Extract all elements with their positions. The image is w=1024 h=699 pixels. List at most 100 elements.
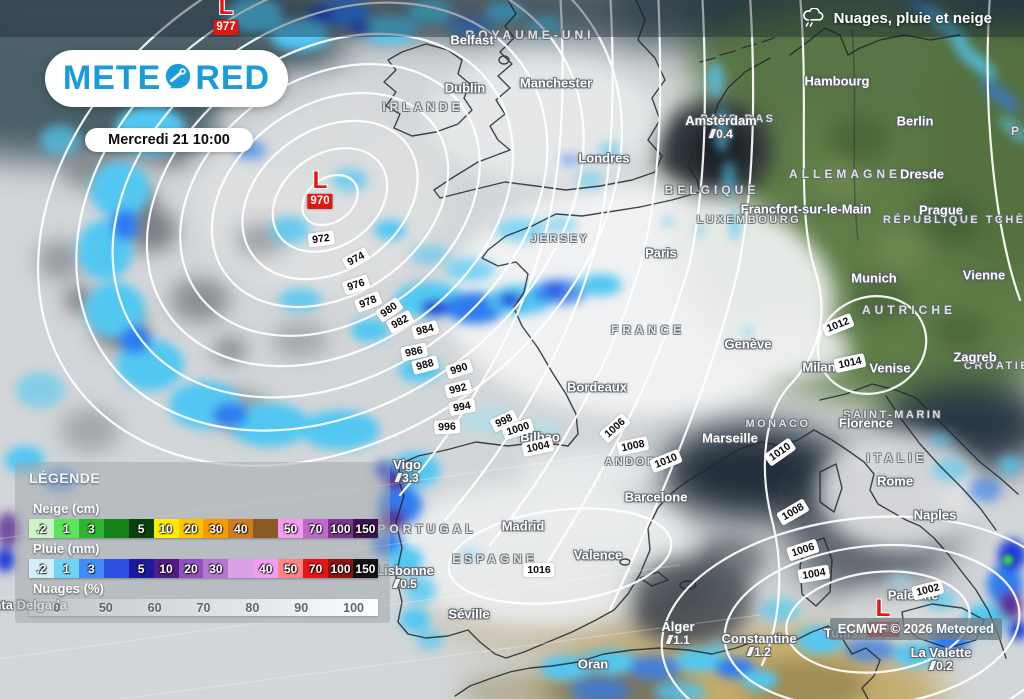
- isobar-value-label: 974: [341, 246, 371, 272]
- region-label: SAINT-MARIN: [843, 409, 943, 421]
- city-label: Constantine///1.2: [721, 631, 797, 659]
- isobar-value-label: 976: [341, 274, 371, 296]
- isobar-value-label: 996: [433, 419, 461, 435]
- legend-cell-rain: [103, 559, 129, 578]
- region-label: RÉPUBLIQUE TCHÈQUE: [883, 214, 1024, 226]
- legend-cell-rain: 20: [178, 559, 204, 578]
- clouds-tick: 80: [245, 600, 260, 615]
- isobar-value-label: 994: [448, 397, 476, 417]
- region-label: PAYS-BAS: [700, 113, 776, 125]
- precip-amount: ///0.2: [929, 659, 953, 673]
- legend-cell-snow: 50: [278, 519, 304, 538]
- precip-slashes-icon: ///: [395, 471, 401, 485]
- legend-cell-rain: 3: [78, 559, 104, 578]
- city-label: Hambourg: [804, 73, 870, 89]
- isobar-value-label: 1006: [785, 538, 821, 562]
- datetime-pill[interactable]: Mercredi 21 10:00: [85, 128, 253, 152]
- region-label: ROYAUME-UNI: [465, 28, 595, 42]
- legend-title: LÉGENDE: [29, 470, 101, 486]
- legend-cell-rain: .2: [29, 559, 54, 578]
- city-label: La Valette///0.2: [910, 645, 972, 673]
- layer-header: Nuages, pluie et neige: [802, 8, 992, 28]
- region-label: ITALIE: [866, 451, 928, 465]
- city-label: Venise: [869, 360, 911, 376]
- isobar-value-label: 1008: [616, 435, 650, 457]
- isobar-value-label: 1012: [820, 312, 856, 338]
- low-pressure-symbol: L: [875, 595, 891, 622]
- city-label: Prague: [918, 202, 964, 218]
- isobar-value-label: 1010: [763, 437, 797, 467]
- precip-amount: ///3.3: [395, 471, 419, 485]
- pressure-value: 970: [307, 194, 333, 209]
- rain-scale: .2 1 3 5 10 20 30 40 50 70 100 150: [29, 559, 378, 578]
- isobar-value-label: 1004: [797, 564, 831, 584]
- isobar-value-label: 984: [410, 319, 440, 341]
- city-label: Vigo///3.3: [393, 457, 421, 485]
- legend-rain-label: Pluie (mm): [33, 541, 100, 556]
- pressure-value: 977: [213, 20, 239, 35]
- low-pressure-symbol: L: [218, 0, 234, 20]
- city-label: Manchester: [519, 75, 593, 91]
- region-label: POLOGNE: [1010, 124, 1024, 138]
- attribution-badge: ECMWF © 2026 Meteored: [829, 618, 1002, 640]
- clouds-tick: 90: [294, 600, 309, 615]
- legend-cell-snow: 100: [328, 519, 353, 538]
- city-label: Naples: [913, 507, 957, 523]
- city-label: Oran: [577, 656, 609, 672]
- precip-amount: ///0.5: [393, 577, 417, 591]
- isobar-value-label: 1008: [775, 498, 811, 526]
- city-label: Amsterdam///0.4: [685, 113, 757, 141]
- legend-clouds-label: Nuages (%): [33, 581, 104, 596]
- precip-amount: ///0.4: [709, 127, 733, 141]
- city-label: Belfast: [450, 32, 494, 48]
- clouds-tick: 0: [53, 600, 61, 615]
- layer-title: Nuages, pluie et neige: [833, 9, 992, 27]
- city-label: Genève: [724, 336, 772, 352]
- pressure-center-marker: L 970: [307, 167, 333, 209]
- legend-cell-rain: 10: [153, 559, 179, 578]
- isobar-value-label: 1006: [598, 412, 632, 444]
- region-label: AUTRICHE: [862, 303, 956, 317]
- clouds-tick: 70: [196, 600, 211, 615]
- city-label: Paris: [645, 245, 677, 261]
- region-label: ALLEMAGNE: [789, 167, 901, 181]
- isobar-value-label: 992: [443, 379, 473, 399]
- legend-cell-snow: 5: [128, 519, 154, 538]
- legend-snow-label: Neige (cm): [33, 501, 100, 516]
- cloud-rain-icon: [802, 8, 824, 27]
- precip-amount: ///1.2: [747, 645, 771, 659]
- legend-cell-rain: 100: [328, 559, 353, 578]
- city-label: Rome: [876, 473, 914, 489]
- region-label: CROATIE: [963, 360, 1024, 372]
- legend-cell-rain: 30: [203, 559, 229, 578]
- clouds-tick: 100: [343, 600, 364, 615]
- city-label: Bordeaux: [567, 379, 627, 395]
- legend-panel: LÉGENDE Neige (cm) .2 1 3 5 10 20 30 40 50 70 100 1…: [15, 462, 390, 623]
- city-label: Milan: [802, 359, 836, 375]
- low-pressure-symbol: L: [312, 167, 328, 194]
- precip-slashes-icon: ///: [709, 127, 715, 141]
- legend-cell-snow: 70: [303, 519, 329, 538]
- city-label: Barcelone: [624, 489, 688, 505]
- region-label: JERSEY: [530, 233, 590, 245]
- legend-cell-rain: 70: [303, 559, 329, 578]
- meteored-logo[interactable]: METE RED: [45, 50, 288, 107]
- isobar-value-label: 972: [307, 230, 335, 248]
- isobar-value-label: 990: [444, 358, 474, 380]
- city-label: Londres: [578, 150, 630, 166]
- isobar-value-label: 1010: [648, 448, 684, 474]
- city-label: Zagreb: [953, 349, 997, 365]
- city-label: Madrid: [501, 518, 545, 534]
- city-label: Lisbonne///0.5: [376, 563, 434, 591]
- legend-cell-rain: 1: [53, 559, 79, 578]
- city-label: Valence: [573, 547, 623, 563]
- legend-cell-snow: 20: [178, 519, 204, 538]
- legend-cell-rain: 50: [278, 559, 304, 578]
- datetime-label: Mercredi 21 10:00: [108, 132, 230, 148]
- region-label: PORTUGAL: [377, 522, 477, 536]
- region-label: BELGIQUE: [664, 183, 760, 197]
- legend-cell-rain: [228, 559, 254, 578]
